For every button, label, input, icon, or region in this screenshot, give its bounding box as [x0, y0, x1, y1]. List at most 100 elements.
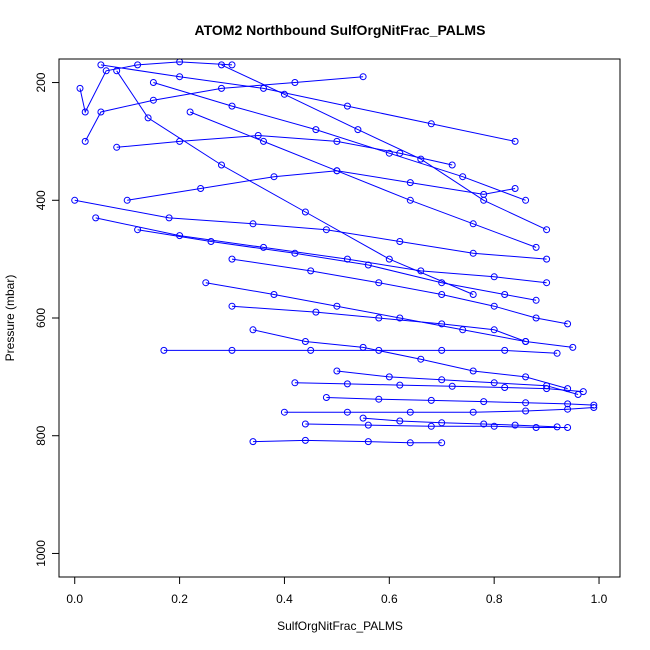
data-point [543, 255, 551, 263]
data-point [123, 196, 131, 204]
data-point [511, 137, 519, 145]
y-tick-label: 1000 [34, 540, 48, 567]
data-point [396, 238, 404, 245]
data-point [511, 185, 519, 192]
series-line-14 [284, 407, 594, 413]
data-point [375, 314, 383, 322]
series-line-22 [231, 305, 526, 342]
data-point [249, 326, 257, 334]
data-point [343, 102, 351, 110]
data-point [359, 343, 367, 351]
data-point [176, 73, 184, 81]
data-point [553, 423, 561, 431]
data-point [469, 291, 477, 298]
data-point [113, 143, 121, 151]
data-point [359, 414, 367, 422]
data-point [501, 346, 509, 354]
y-axis-label: Pressure (mbar) [3, 275, 17, 362]
data-point [590, 401, 598, 409]
data-point [291, 79, 299, 86]
data-point [270, 173, 278, 181]
data-point [333, 137, 341, 145]
data-point [364, 421, 372, 429]
data-point [532, 243, 540, 251]
data-point [532, 424, 540, 431]
series-line-9 [205, 282, 573, 348]
data-point [522, 373, 530, 381]
data-point [469, 408, 477, 416]
data-point [375, 346, 383, 354]
data-point [490, 302, 498, 310]
data-point [301, 436, 309, 444]
series-line-15 [305, 423, 568, 428]
data-point [186, 108, 194, 116]
y-tick-label: 800 [34, 425, 48, 445]
data-point [312, 126, 320, 134]
series-line-18 [153, 82, 526, 201]
data-point [406, 179, 414, 187]
data-point [207, 238, 215, 245]
y-tick-label: 400 [34, 190, 48, 210]
data-point [228, 302, 236, 310]
data-point [438, 419, 446, 427]
x-tick-label: 0.4 [276, 592, 293, 606]
data-point [532, 296, 540, 304]
data-point [522, 407, 530, 415]
data-point [417, 355, 425, 363]
data-point [543, 382, 551, 390]
data-point [322, 394, 330, 401]
x-tick-label: 0.6 [381, 592, 398, 606]
data-point [427, 396, 435, 404]
data-point [564, 424, 572, 431]
data-point [543, 226, 551, 234]
series-points [71, 58, 598, 447]
data-point [249, 220, 257, 228]
data-point [218, 61, 225, 69]
data-point [469, 249, 477, 257]
series-line-1 [79, 61, 233, 114]
data-point [260, 243, 267, 251]
data-point [280, 408, 288, 416]
y-axis: 200 400 600 800 1000 [34, 72, 59, 567]
data-point [144, 114, 152, 122]
data-point [218, 84, 225, 92]
series-line-2 [84, 76, 364, 142]
data-point [364, 261, 372, 269]
data-point [76, 84, 84, 92]
data-point [307, 346, 315, 354]
data-point [291, 379, 299, 387]
data-point [448, 161, 456, 169]
data-point [480, 398, 488, 406]
data-point [553, 349, 561, 357]
data-point [522, 338, 530, 345]
data-point [564, 320, 572, 328]
data-point [343, 255, 351, 263]
data-point [228, 61, 236, 69]
data-point [228, 346, 236, 354]
x-axis-label: SulfOrgNitFrac_PALMS [277, 619, 403, 633]
data-point [579, 388, 587, 396]
data-point [291, 249, 299, 257]
data-point [333, 167, 341, 175]
data-point [81, 108, 89, 116]
data-point [160, 346, 168, 354]
data-point [590, 404, 598, 411]
data-point [364, 438, 372, 446]
data-point [480, 420, 488, 428]
data-point [176, 232, 184, 240]
data-point [322, 226, 330, 234]
data-point [197, 185, 205, 192]
series-line-7 [137, 229, 537, 301]
data-point [134, 61, 142, 69]
data-point [438, 291, 446, 298]
data-point [574, 391, 582, 398]
data-point [469, 367, 477, 375]
data-point [343, 380, 351, 388]
data-point [301, 338, 309, 345]
data-point [92, 214, 100, 222]
data-point [469, 220, 477, 228]
series-line-24 [363, 417, 558, 428]
data-point [438, 320, 446, 328]
data-point [438, 439, 446, 447]
